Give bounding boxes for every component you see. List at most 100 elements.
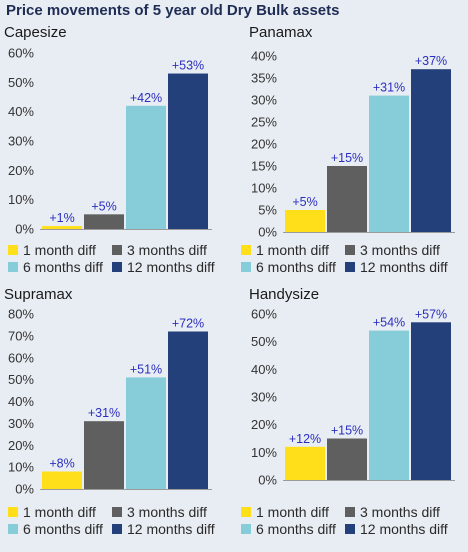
bar-1-month-diff (285, 210, 325, 232)
legend-item: 12 months diff (345, 259, 465, 275)
y-tick-label: 10% (251, 445, 277, 460)
data-label: +53% (172, 59, 204, 73)
y-tick-label: 20% (251, 417, 277, 432)
legend-swatch (8, 524, 18, 534)
legend-item: 6 months diff (8, 259, 112, 275)
bar-1-month-diff (42, 226, 82, 229)
y-tick-label: 80% (8, 307, 34, 322)
data-label: +8% (49, 457, 74, 471)
legend-label: 1 month diff (256, 504, 329, 520)
legend-item: 12 months diff (112, 521, 232, 537)
chart-plot: 0% 10% 20% 30% 40% 50% 60% +1% +5% +42% +53% (8, 46, 212, 237)
y-tick-label: 20% (8, 438, 34, 453)
data-label: +1% (49, 211, 74, 225)
legend-label: 12 months diff (127, 521, 215, 537)
data-label: +42% (130, 91, 162, 105)
legend-label: 1 month diff (256, 242, 329, 258)
chart-panel-panamax: Panamax 0% 5% 10% 15% 20% 25% 30% 35% 40% +5% +15%… (237, 24, 467, 286)
y-tick-label: 50% (251, 334, 277, 349)
legend-swatch (345, 507, 355, 517)
legend-label: 1 month diff (23, 504, 96, 520)
legend-item: 1 month diff (241, 504, 345, 520)
legend-item: 12 months diff (345, 521, 465, 537)
legend-item: 1 month diff (241, 242, 345, 258)
data-label: +57% (415, 307, 447, 321)
data-label: +12% (289, 432, 321, 446)
legend-item: 6 months diff (241, 259, 345, 275)
legend-swatch (8, 245, 18, 255)
chart-panel-supramax: Supramax 0% 10% 20% 30% 40% 50% 60% 70% 80% +8% +3… (4, 286, 234, 548)
bar-1-month-diff (42, 471, 82, 489)
bar-12-months-diff (168, 73, 208, 230)
legend-swatch (345, 262, 355, 272)
y-tick-label: 15% (251, 159, 277, 174)
y-tick-label: 0% (258, 225, 277, 240)
legend-label: 3 months diff (127, 242, 207, 258)
legend-swatch (112, 524, 122, 534)
bar-1-month-diff (285, 446, 325, 480)
chart-plot: 0% 10% 20% 30% 40% 50% 60% 70% 80% +8% +31% +51% +72… (8, 307, 212, 497)
bar-3-months-diff (84, 421, 124, 489)
legend-label: 3 months diff (360, 504, 440, 520)
y-tick-label: 40% (251, 49, 277, 64)
y-tick-label: 10% (8, 192, 34, 207)
chart-panel-handysize: Handysize 0% 10% 20% 30% 40% 50% 60% +12% +15% +5… (237, 286, 467, 548)
legend-label: 12 months diff (360, 259, 448, 275)
legend-item: 1 month diff (8, 242, 112, 258)
y-tick-label: 10% (251, 181, 277, 196)
data-label: +31% (88, 406, 120, 420)
bar-6-months-diff (126, 377, 166, 489)
data-label: +37% (415, 54, 447, 68)
bar-3-months-diff (327, 438, 367, 480)
legend-item: 3 months diff (345, 242, 465, 258)
y-tick-label: 35% (251, 71, 277, 86)
chart-plot: 0% 10% 20% 30% 40% 50% 60% +12% +15% +54% +57% (251, 307, 455, 488)
y-tick-label: 40% (8, 104, 34, 119)
legend-swatch (241, 262, 251, 272)
chart-legend: 1 month diff 3 months diff 6 months diff 12… (241, 242, 467, 275)
y-tick-label: 30% (8, 416, 34, 431)
y-tick-label: 40% (8, 394, 34, 409)
legend-item: 3 months diff (112, 504, 232, 520)
legend-item: 1 month diff (8, 504, 112, 520)
chart-title: Panamax (249, 24, 313, 41)
data-label: +54% (373, 316, 405, 330)
data-label: +51% (130, 362, 162, 376)
y-tick-label: 60% (8, 46, 34, 61)
legend-swatch (112, 245, 122, 255)
chart-legend: 1 month diff 3 months diff 6 months diff 12… (8, 242, 234, 275)
legend-label: 6 months diff (256, 259, 336, 275)
y-tick-label: 10% (8, 460, 34, 475)
legend-swatch (112, 507, 122, 517)
chart-title: Handysize (249, 286, 320, 303)
bar-6-months-diff (369, 95, 409, 232)
y-tick-label: 60% (8, 350, 34, 365)
chart-panel-capesize: Capesize 0% 10% 20% 30% 40% 50% 60% +1% +5% +42% +… (4, 24, 234, 286)
legend-item: 3 months diff (345, 504, 465, 520)
data-label: +31% (373, 81, 405, 95)
y-tick-label: 20% (251, 137, 277, 152)
y-tick-label: 40% (251, 362, 277, 377)
y-tick-label: 5% (258, 203, 277, 218)
page-title: Price movements of 5 year old Dry Bulk a… (6, 2, 340, 19)
legend-label: 6 months diff (256, 521, 336, 537)
legend-swatch (8, 507, 18, 517)
legend-label: 12 months diff (127, 259, 215, 275)
data-label: +5% (292, 195, 317, 209)
y-tick-label: 30% (8, 134, 34, 149)
bar-12-months-diff (411, 69, 451, 232)
data-label: +15% (331, 151, 363, 165)
y-tick-label: 30% (251, 390, 277, 405)
y-tick-label: 0% (15, 222, 34, 237)
chart-legend: 1 month diff 3 months diff 6 months diff 12… (241, 504, 467, 537)
y-tick-label: 60% (251, 307, 277, 322)
y-tick-label: 30% (251, 93, 277, 108)
bar-6-months-diff (126, 105, 166, 229)
y-tick-label: 70% (8, 328, 34, 343)
legend-label: 6 months diff (23, 259, 103, 275)
legend-swatch (8, 262, 18, 272)
y-tick-label: 0% (15, 482, 34, 497)
legend-item: 6 months diff (8, 521, 112, 537)
chart-legend: 1 month diff 3 months diff 6 months diff 12… (8, 504, 234, 537)
legend-label: 12 months diff (360, 521, 448, 537)
